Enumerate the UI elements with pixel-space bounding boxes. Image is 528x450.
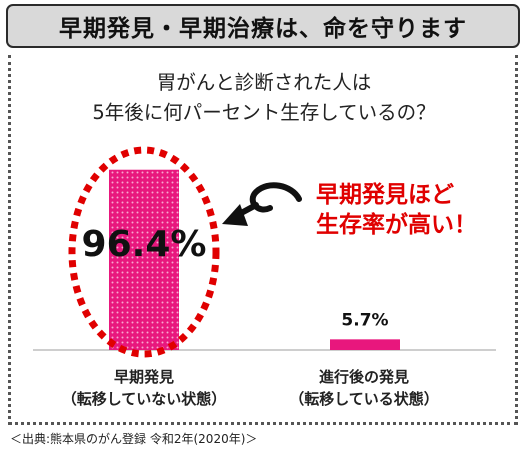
x-label-advanced-main: 進行後の発見 (318, 368, 409, 386)
bar-0 (109, 169, 179, 350)
x-label-early-sub: （転移していない状態） (61, 390, 227, 408)
curved-arrow-icon (222, 182, 302, 226)
callout-line-2: 生存率が高い！ (316, 212, 477, 238)
x-label-early-main: 早期発見 (113, 368, 174, 386)
callout-line-1: 早期発見ほど (316, 182, 454, 208)
source-note: ＜出典:熊本県のがん登録 令和2年(2020年)＞ (10, 432, 258, 446)
page-title: 早期発見・早期治療は、命を守ります (6, 4, 520, 48)
value-label-1: 5.7% (341, 310, 388, 330)
x-label-advanced-sub: （転移している状態） (289, 390, 439, 408)
content-frame (8, 55, 518, 425)
question-line-2: 5年後に何パーセント生存しているの？ (92, 101, 436, 124)
question-line-1: 胃がんと診断された人は (156, 71, 372, 94)
value-label-0: 96.4% (82, 224, 207, 265)
bar-1 (330, 339, 400, 350)
highlight-ellipse (68, 146, 220, 358)
